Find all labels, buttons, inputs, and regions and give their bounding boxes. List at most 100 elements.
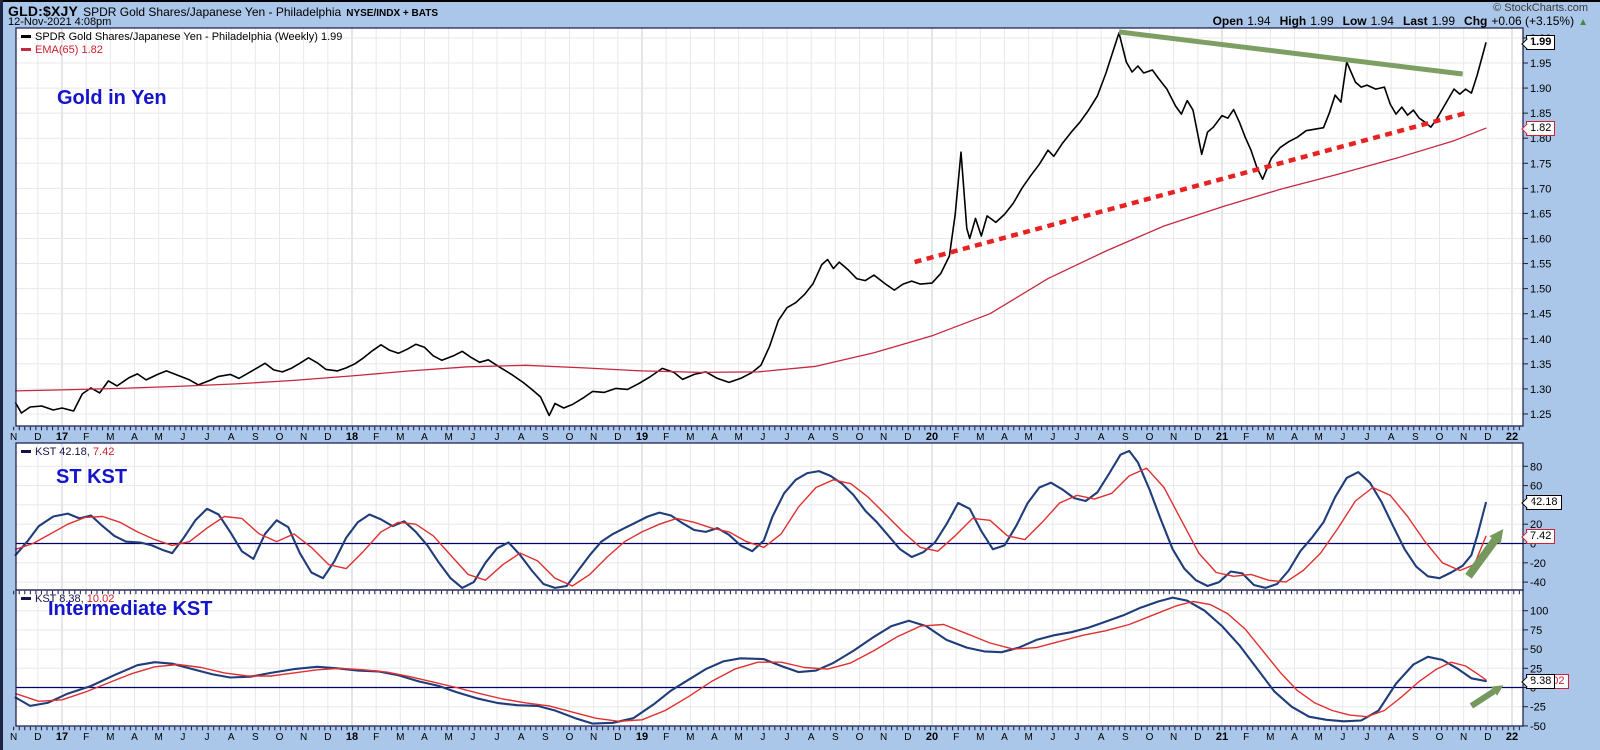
x-axis-label: J [760, 432, 765, 443]
panel-backgrounds [16, 28, 1523, 726]
x-axis-label: J [180, 432, 185, 443]
y-tick-label: 1.90 [1530, 83, 1551, 95]
y-tick-label: 25 [1530, 663, 1542, 675]
x-axis-label: J [470, 432, 475, 443]
x-axis-label: 18 [346, 431, 358, 443]
x-axis-label: F [1243, 432, 1249, 443]
chg-value: +0.06 (+3.15%) [1491, 14, 1575, 28]
x-axis-label: D [1484, 732, 1491, 743]
x-axis-label: J [470, 732, 475, 743]
x-axis-label: M [154, 432, 162, 443]
x-axis-label: O [1146, 732, 1154, 743]
int-kst-line-swatch [21, 597, 31, 600]
stkst-signal-box: 7.42 [1526, 528, 1556, 544]
st-kst-line [14, 449, 1487, 589]
x-axis-label: M [396, 732, 404, 743]
x-axis-label: D [1194, 732, 1201, 743]
x-axis-label: N [590, 432, 597, 443]
x-axis-label: O [1436, 732, 1444, 743]
x-axis-label: 18 [346, 731, 358, 743]
window-left-edge [0, 0, 3, 750]
y-tick-label: 1.50 [1530, 284, 1551, 296]
x-axis-label: S [542, 432, 549, 443]
x-axis-label: F [83, 432, 89, 443]
trendlines [914, 29, 1467, 265]
x-axis-label: D [904, 732, 911, 743]
y-tick-label: 1.55 [1530, 259, 1551, 271]
y-tick-label: 1.30 [1530, 384, 1551, 396]
x-axis-label: J [180, 732, 185, 743]
x-axis-label: F [663, 732, 669, 743]
data-series [14, 32, 1487, 725]
last-value: 1.99 [1431, 14, 1456, 28]
x-axis-label: S [832, 732, 839, 743]
x-axis-label: M [1024, 432, 1032, 443]
x-axis-label: J [1074, 432, 1079, 443]
x-axis-label: A [228, 432, 235, 443]
annotation-gold-in-yen: Gold in Yen [57, 87, 167, 109]
x-axis-label: S [252, 732, 259, 743]
y-tick-label: 75 [1530, 625, 1542, 637]
x-axis-label: O [566, 432, 574, 443]
x-axis-label: M [154, 732, 162, 743]
chart-datetime: 12-Nov-2021 4:08pm [8, 16, 112, 28]
chart-header-row1: GLD:$XJY SPDR Gold Shares/Japanese Yen - … [8, 3, 438, 19]
x-axis-label: N [300, 732, 307, 743]
x-axis-label: 22 [1506, 431, 1518, 443]
legend-st-kst: KST 42.18, 7.42 [21, 446, 114, 458]
main-gld-xjy-weekly-close-line [14, 32, 1487, 417]
x-axis-label: F [663, 432, 669, 443]
x-axis-label: A [131, 732, 138, 743]
legend-price: SPDR Gold Shares/Japanese Yen - Philadel… [21, 31, 342, 43]
vertical-gridlines [37, 28, 1513, 726]
x-axis-label: S [1122, 732, 1129, 743]
x-axis-label: M [106, 732, 114, 743]
x-axis-label: D [1194, 432, 1201, 443]
legend-int-kst-text: KST 8.38, [35, 593, 84, 605]
x-axis-label: S [832, 432, 839, 443]
x-axis-label: S [542, 732, 549, 743]
x-axis-label: M [106, 432, 114, 443]
y-tick-label: 1.75 [1530, 158, 1551, 170]
x-axis-label: D [34, 432, 41, 443]
x-axis-label: 20 [926, 431, 938, 443]
legend-int-kst-signal: 10.02 [86, 593, 115, 605]
x-axis-label: 17 [56, 731, 68, 743]
x-axis-label: A [1291, 732, 1298, 743]
x-axis-label: A [421, 432, 428, 443]
x-axis-label: D [614, 432, 621, 443]
x-axis-label: S [1122, 432, 1129, 443]
main-ema-65--line [14, 127, 1487, 392]
legend-int-kst: KST 8.38, 10.02 [21, 593, 114, 605]
x-axis-label: 19 [636, 431, 648, 443]
x-axis-label: M [734, 432, 742, 443]
x-axis-label: F [953, 732, 959, 743]
low-value: 1.94 [1370, 14, 1394, 28]
chart-title: SPDR Gold Shares/Japanese Yen - Philadel… [83, 5, 342, 19]
x-axis-label: N [10, 432, 17, 443]
x-axis-label: F [953, 432, 959, 443]
up-triangle-icon: ▲ [1578, 17, 1588, 28]
annotation-intermediate-kst: Intermediate KST [48, 598, 213, 620]
x-axis-label: D [324, 732, 331, 743]
x-axis-label: J [494, 432, 499, 443]
weekly-ticks [13, 426, 1520, 731]
x-axis-label: J [1050, 432, 1055, 443]
chg-label: Chg [1464, 14, 1488, 28]
y-tick-label: 1.40 [1530, 334, 1551, 346]
x-axis-label: M [396, 432, 404, 443]
x-axis-label: N [880, 432, 887, 443]
ema-line-swatch [21, 48, 31, 51]
x-axis-label: D [1484, 432, 1491, 443]
legend-st-kst-text: KST 42.18, [35, 446, 90, 458]
x-axis-label: O [856, 432, 864, 443]
y-tick-label: 80 [1530, 461, 1542, 473]
x-axis-label: A [1098, 432, 1105, 443]
x-axis-label: J [204, 432, 209, 443]
x-axis-label: 21 [1216, 431, 1228, 443]
green-up-arrow-icon [1489, 529, 1504, 545]
x-axis-label: O [856, 732, 864, 743]
legend-ema: EMA(65) 1.82 [21, 44, 103, 56]
